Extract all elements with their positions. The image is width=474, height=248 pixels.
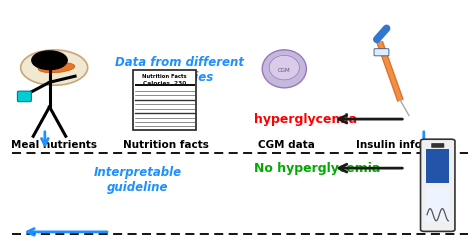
Text: Nutrition facts: Nutrition facts <box>123 140 209 150</box>
Ellipse shape <box>269 55 300 80</box>
Text: Interpretable
guideline: Interpretable guideline <box>94 166 182 194</box>
FancyBboxPatch shape <box>431 143 444 148</box>
Text: Nutrition Facts: Nutrition Facts <box>142 74 187 79</box>
Ellipse shape <box>262 50 306 88</box>
FancyBboxPatch shape <box>18 91 31 102</box>
Text: CGM: CGM <box>278 67 291 73</box>
Text: Calories  230: Calories 230 <box>143 81 186 86</box>
Text: No hyperglycemia: No hyperglycemia <box>254 162 381 175</box>
Ellipse shape <box>38 62 75 73</box>
FancyBboxPatch shape <box>420 139 455 231</box>
Text: Data from different
modalities: Data from different modalities <box>115 56 244 84</box>
Circle shape <box>32 51 67 69</box>
Text: CGM data: CGM data <box>258 140 315 150</box>
FancyBboxPatch shape <box>426 149 449 183</box>
Circle shape <box>21 50 88 85</box>
Ellipse shape <box>36 61 54 67</box>
FancyBboxPatch shape <box>426 188 449 222</box>
FancyBboxPatch shape <box>133 70 196 130</box>
Text: Meal nutrients: Meal nutrients <box>11 140 97 150</box>
Text: hyperglycemia: hyperglycemia <box>254 113 357 125</box>
Text: Insulin info: Insulin info <box>356 140 422 150</box>
FancyBboxPatch shape <box>135 84 194 86</box>
FancyBboxPatch shape <box>374 49 389 56</box>
